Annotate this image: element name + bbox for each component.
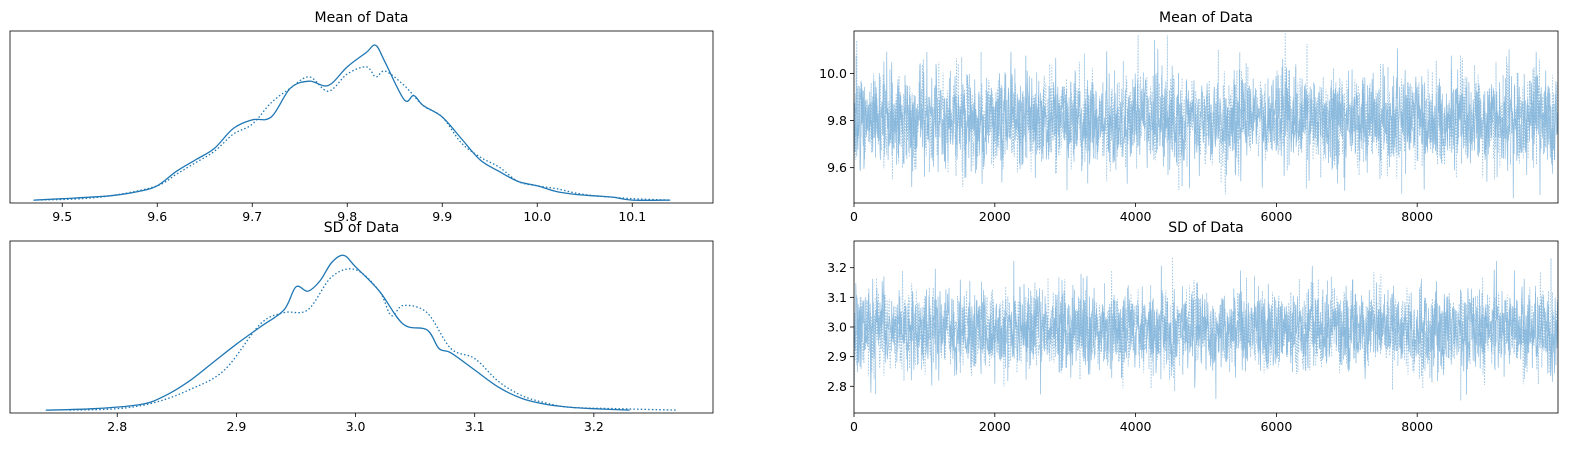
y-tick-label: 2.8 (827, 379, 847, 394)
x-tick-label: 10.1 (618, 209, 646, 224)
kde-series-dotted (69, 268, 678, 411)
x-tick-label: 2000 (979, 419, 1011, 434)
subplot-trace-sd: SD of Data 0 2000 4000 6000 8000 2.8 2.9 3.0 3.1 3… (827, 220, 1559, 434)
y-tick-label: 9.6 (827, 160, 847, 175)
x-tick-label: 9.8 (337, 209, 357, 224)
subplot-title: SD of Data (1168, 220, 1244, 236)
x-tick-label: 3.2 (584, 419, 604, 434)
x-tick-label: 9.5 (52, 209, 72, 224)
y-tick-label: 3.2 (827, 260, 847, 275)
x-tick-label: 4000 (1120, 209, 1152, 224)
subplot-title: SD of Data (324, 220, 400, 236)
x-tick-label: 8000 (1401, 419, 1433, 434)
x-tick-label: 0 (850, 419, 858, 434)
y-tick-label: 9.8 (827, 113, 847, 128)
y-tick-label: 3.1 (827, 290, 847, 305)
x-tick-label: 3.1 (465, 419, 485, 434)
subplot-trace-mean: Mean of Data 0 2000 4000 6000 8000 9.6 9.8 10.0 (819, 10, 1559, 224)
x-tick-label: 9.7 (242, 209, 262, 224)
x-tick-label: 8000 (1401, 209, 1433, 224)
axes-frame (9, 240, 714, 414)
subplot-kde-sd: SD of Data 2.8 2.9 3.0 3.1 3.2 (9, 220, 714, 434)
axes-frame (853, 30, 1559, 204)
x-tick-label: 2000 (979, 209, 1011, 224)
x-tick-label: 0 (850, 209, 858, 224)
x-tick-label: 9.9 (432, 209, 452, 224)
trace-chain-1 (854, 39, 1558, 199)
y-tick-label: 10.0 (819, 66, 847, 81)
x-tick-label: 10.0 (523, 209, 551, 224)
subplot-title: Mean of Data (315, 10, 409, 26)
trace-chain-2 (854, 32, 1558, 195)
kde-series-solid (45, 254, 630, 411)
x-tick-label: 6000 (1260, 419, 1292, 434)
y-tick-label: 3.0 (827, 320, 847, 335)
axes-frame (9, 30, 714, 204)
x-tick-label: 3.0 (346, 419, 366, 434)
x-tick-label: 6000 (1260, 209, 1292, 224)
kde-series-solid (33, 44, 671, 201)
x-tick-label: 2.8 (107, 419, 127, 434)
x-tick-label: 4000 (1120, 419, 1152, 434)
kde-series-dotted (33, 66, 671, 201)
x-tick-label: 9.6 (147, 209, 167, 224)
y-tick-label: 2.9 (827, 349, 847, 364)
x-tick-label: 2.9 (226, 419, 246, 434)
subplot-kde-mean: Mean of Data 9.5 9.6 9.7 9.8 9.9 10.0 10.1 (9, 10, 714, 224)
axes-frame (853, 240, 1559, 414)
subplot-title: Mean of Data (1159, 10, 1253, 26)
